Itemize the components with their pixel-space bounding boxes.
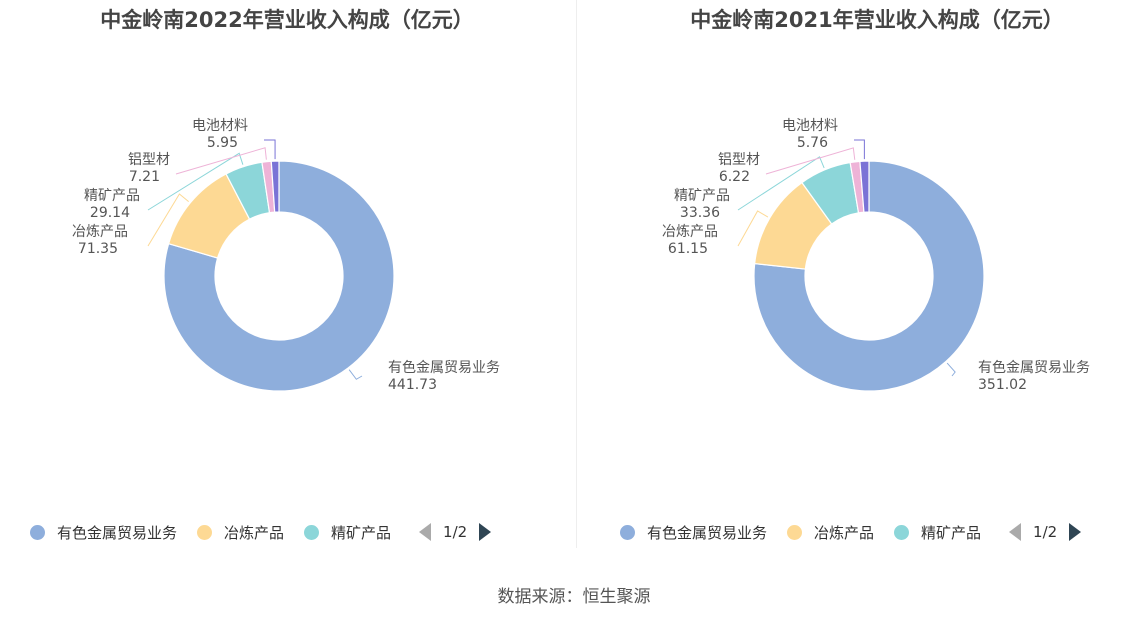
legend-marker (30, 524, 45, 540)
slice-value-label: 351.02 (978, 377, 1027, 393)
legend-pager: 1/2 (419, 523, 492, 541)
legend-label: 冶炼产品 (814, 523, 875, 542)
chart-panel-2022: 中金岭南2022年营业收入构成（亿元） 有色金属贸易业务 441.73 冶炼产品 71… (0, 0, 574, 560)
leader-line (854, 139, 865, 160)
legend-label: 有色金属贸易业务 (57, 523, 178, 542)
leader-line (737, 210, 769, 247)
slice-name-label: 冶炼产品 (662, 224, 718, 240)
slice-value-label: 61.15 (668, 241, 708, 257)
slice-value-label: 6.22 (719, 169, 750, 185)
legend-marker (620, 524, 635, 540)
legend-item-smelting[interactable]: 冶炼产品 (197, 522, 284, 543)
donut-slice[interactable] (163, 160, 395, 392)
leader-line (147, 152, 244, 211)
slice-name-label: 有色金属贸易业务 (978, 359, 1090, 376)
slice-name-label: 有色金属贸易业务 (388, 359, 500, 376)
legend-page-indicator: 1/2 (1033, 523, 1058, 541)
legend-marker (894, 524, 910, 540)
legend-label: 精矿产品 (331, 523, 392, 542)
legend: 有色金属贸易业务 冶炼产品 精矿产品 1/2 (620, 520, 1082, 544)
legend-marker (787, 524, 803, 540)
legend-item-concentrate[interactable]: 精矿产品 (304, 522, 391, 543)
chart-title: 中金岭南2022年营业收入构成（亿元） (100, 8, 474, 32)
slice-value-label: 5.95 (207, 135, 238, 151)
legend-label: 有色金属贸易业务 (647, 523, 768, 542)
panel-divider (576, 0, 577, 548)
legend-label: 冶炼产品 (224, 523, 285, 542)
legend-marker (304, 524, 320, 540)
donut-slice[interactable] (270, 160, 280, 213)
leader-line (264, 139, 276, 160)
chart-title: 中金岭南2021年营业收入构成（亿元） (690, 8, 1064, 32)
leader-line (348, 369, 363, 380)
legend-next-page-icon[interactable] (479, 523, 492, 541)
slice-name-label: 冶炼产品 (72, 224, 128, 240)
legend-pager: 1/2 (1009, 523, 1082, 541)
donut-slice[interactable] (859, 160, 870, 213)
slice-name-label: 精矿产品 (674, 188, 730, 204)
slice-value-label: 441.73 (388, 377, 437, 393)
legend-next-page-icon[interactable] (1069, 523, 1082, 541)
slice-name-label: 铝型材 (128, 152, 170, 168)
legend-item-trade[interactable]: 有色金属贸易业务 (620, 522, 767, 543)
legend-item-concentrate[interactable]: 精矿产品 (894, 522, 981, 543)
chart-panel-2021: 中金岭南2021年营业收入构成（亿元） 有色金属贸易业务 351.02 冶炼产品 61… (590, 0, 1148, 560)
leader-line (175, 147, 267, 175)
legend-marker (197, 524, 213, 540)
leader-line (946, 362, 956, 377)
legend-page-indicator: 1/2 (443, 523, 468, 541)
legend-label: 精矿产品 (921, 523, 982, 542)
slice-value-label: 29.14 (90, 205, 130, 221)
legend-item-trade[interactable]: 有色金属贸易业务 (30, 522, 177, 543)
leader-line (737, 156, 825, 211)
donut-slice[interactable] (753, 160, 985, 392)
legend-prev-page-icon[interactable] (419, 523, 432, 541)
legend-item-smelting[interactable]: 冶炼产品 (787, 522, 874, 543)
slice-value-label: 5.76 (797, 135, 828, 151)
slice-value-label: 7.21 (129, 169, 160, 185)
legend: 有色金属贸易业务 冶炼产品 精矿产品 1/2 (30, 520, 492, 544)
slice-name-label: 电池材料 (782, 118, 838, 134)
leader-line (147, 193, 189, 247)
data-source-note: 数据来源：恒生聚源 (497, 587, 651, 607)
legend-prev-page-icon[interactable] (1009, 523, 1022, 541)
slice-name-label: 铝型材 (718, 152, 760, 168)
slice-name-label: 精矿产品 (84, 188, 140, 204)
slice-name-label: 电池材料 (192, 118, 248, 134)
slice-value-label: 33.36 (680, 205, 720, 221)
slice-value-label: 71.35 (78, 241, 118, 257)
leader-line (765, 147, 856, 175)
